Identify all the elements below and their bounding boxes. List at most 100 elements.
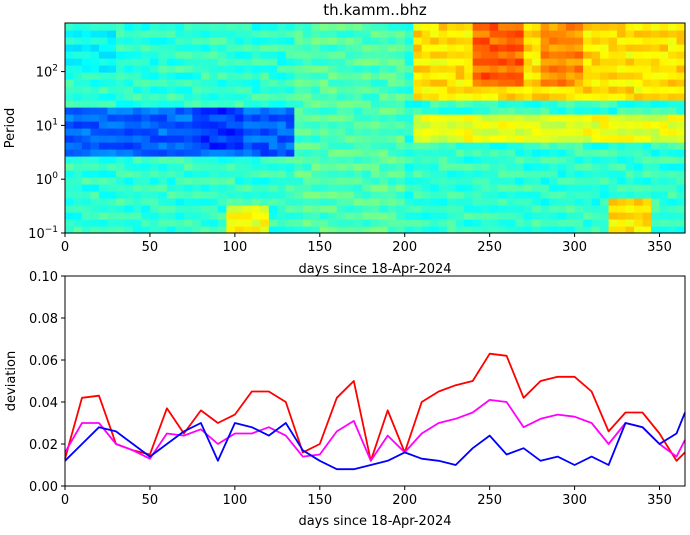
heatmap-cell	[200, 142, 210, 150]
heatmap-cell	[294, 44, 304, 52]
heatmap-cell	[311, 100, 321, 108]
heatmap-cell	[243, 107, 253, 115]
heatmap-cell	[115, 191, 126, 199]
heatmap-cell	[192, 163, 202, 171]
heatmap-cell	[387, 107, 397, 115]
heatmap-cell	[277, 128, 287, 136]
heatmap-cell	[634, 191, 644, 199]
heatmap-xlabel: days since 18-Apr-2024	[298, 262, 451, 277]
heatmap-cell	[566, 121, 576, 129]
heatmap-cell	[421, 23, 431, 31]
heatmap-cell	[328, 149, 338, 157]
heatmap-cell	[642, 65, 652, 73]
heatmap-cell	[268, 184, 278, 192]
heatmap-cell	[149, 142, 160, 150]
heatmap-cell	[404, 198, 414, 206]
heatmap-cell	[243, 212, 253, 220]
heatmap-cell	[438, 135, 448, 143]
heatmap-cell	[515, 170, 525, 178]
heatmap-cell	[73, 37, 83, 45]
heatmap-cell	[387, 219, 397, 227]
heatmap-cell	[132, 100, 143, 108]
heatmap-cell	[166, 114, 177, 122]
heatmap-cell	[345, 58, 355, 66]
heatmap-cell	[268, 100, 278, 108]
heatmap-cell	[90, 205, 100, 213]
heatmap-cell	[498, 156, 508, 164]
heatmap-cell	[489, 114, 499, 122]
heatmap-cell	[183, 205, 193, 213]
heatmap-cell	[319, 37, 329, 45]
heatmap-cell	[141, 149, 151, 157]
heatmap-cell	[226, 212, 236, 220]
heatmap-cell	[183, 58, 193, 66]
heatmap-cell	[617, 44, 627, 52]
heatmap-cell	[608, 37, 618, 45]
heatmap-cell	[328, 86, 338, 94]
heatmap-cell	[226, 177, 236, 185]
heatmap-cell	[396, 219, 406, 227]
heatmap-cell	[149, 93, 160, 101]
heatmap-cell	[447, 128, 457, 136]
heatmap-cell	[234, 51, 244, 59]
heatmap-cell	[158, 30, 168, 38]
x-tick-label: 200	[392, 240, 417, 255]
heatmap-cell	[209, 142, 219, 150]
heatmap-cell	[141, 163, 151, 171]
heatmap-cell	[345, 100, 355, 108]
heatmap-cell	[651, 219, 661, 227]
heatmap-cell	[285, 100, 295, 108]
heatmap-cell	[583, 51, 593, 59]
heatmap-cell	[226, 156, 236, 164]
x-tick-label: 100	[222, 240, 247, 255]
heatmap-cell	[421, 163, 431, 171]
heatmap-cell	[192, 79, 202, 87]
heatmap-cell	[90, 177, 100, 185]
heatmap-cell	[455, 142, 465, 150]
heatmap-cell	[668, 107, 678, 115]
heatmap-cell	[65, 142, 75, 150]
heatmap-cell	[251, 198, 261, 206]
heatmap-cell	[192, 114, 202, 122]
heatmap-cell	[481, 44, 491, 52]
heatmap-cell	[447, 205, 457, 213]
heatmap-cell	[115, 170, 126, 178]
heatmap-cell	[464, 65, 474, 73]
deviation-lines	[64, 352, 686, 471]
heatmap-cell	[634, 212, 644, 220]
heatmap-cell	[277, 149, 287, 157]
heatmap-cell	[158, 205, 168, 213]
heatmap-cell	[430, 212, 440, 220]
heatmap-cell	[566, 149, 576, 157]
heatmap-cell	[557, 156, 567, 164]
heatmap-cell	[192, 219, 202, 227]
heatmap-cell	[506, 72, 516, 80]
heatmap-cell	[464, 107, 474, 115]
heatmap-cell	[617, 23, 627, 31]
heatmap-cell	[183, 163, 193, 171]
heatmap-cell	[472, 163, 482, 171]
heatmap-cell	[277, 163, 287, 171]
heatmap-cell	[455, 65, 465, 73]
heatmap-cell	[243, 226, 253, 234]
heatmap-cell	[285, 114, 295, 122]
heatmap-cell	[175, 226, 185, 234]
heatmap-cell	[608, 107, 618, 115]
heatmap-cell	[421, 107, 431, 115]
heatmap-cell	[498, 72, 508, 80]
heatmap-cell	[464, 114, 474, 122]
heatmap-cell	[175, 212, 185, 220]
heatmap-cell	[90, 149, 100, 157]
heatmap-cell	[659, 79, 669, 87]
heatmap-cell	[387, 149, 397, 157]
heatmap-cell	[353, 142, 363, 150]
heatmap-cell	[396, 121, 406, 129]
heatmap-cell	[268, 135, 278, 143]
heatmap-cell	[549, 149, 559, 157]
heatmap-cell	[251, 205, 261, 213]
heatmap-cell	[438, 156, 448, 164]
heatmap-cell	[387, 30, 397, 38]
heatmap-cell	[311, 128, 321, 136]
heatmap-cell	[251, 100, 261, 108]
heatmap-cell	[319, 156, 329, 164]
